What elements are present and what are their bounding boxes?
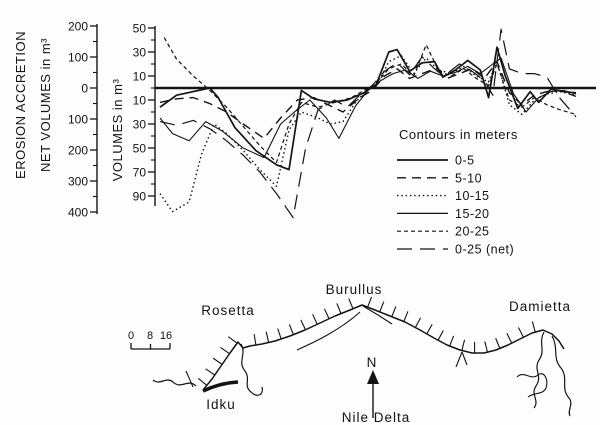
left-axis-title-line2: NET VOLUMES in m³ — [38, 38, 53, 172]
idku-lake-line — [152, 379, 197, 387]
label-nile-delta: Nile Delta — [342, 410, 411, 425]
left-axis-tick-label: 100 — [68, 51, 88, 65]
left-axis-tick-label: 200 — [68, 144, 88, 158]
north-arrow: N — [367, 355, 379, 418]
volume-axis-tick-label: 70 — [133, 166, 147, 180]
coast-hatch-mark — [205, 368, 216, 376]
coast-hatch-mark — [348, 298, 354, 309]
scale-bar-line — [130, 343, 171, 350]
damietta-lake-line — [516, 373, 548, 398]
coast-hatch-mark — [288, 324, 294, 335]
legend-item-label: 15-20 — [455, 207, 489, 221]
left-axis-tick-label: 100 — [68, 113, 88, 127]
coast-hatch-mark — [227, 336, 238, 344]
burullus-inlet-line — [362, 305, 393, 325]
coast-hatch-mark — [495, 338, 501, 349]
idku-lake-tick — [185, 370, 194, 388]
coast-hatch-mark — [414, 317, 422, 328]
coast-hatch-mark — [265, 331, 270, 343]
damietta-nile-branch-2 — [551, 335, 572, 417]
series-line-0-25-net- — [159, 28, 577, 219]
coast-fork-line — [455, 351, 468, 368]
left-axis: 200 100 0 100 200 300 400 — [68, 20, 98, 220]
damietta-nile-branch-1 — [533, 331, 545, 409]
left-axis-tick-label: 200 — [68, 20, 88, 34]
volume-axis-tick-label: 30 — [133, 118, 147, 132]
nile-delta-map: Rosetta Burullus Damietta Idku Nile Delt… — [128, 282, 572, 425]
coast-hatch-mark — [336, 303, 342, 314]
legend-items: 0-5 5-10 10-15 15-20 20-25 0-25 (net) — [397, 154, 514, 257]
coast-hatch-mark — [531, 321, 536, 333]
idku-beach-line — [202, 380, 239, 393]
legend-item-label: 10-15 — [455, 189, 489, 203]
scale-label-16: 16 — [160, 330, 172, 342]
coast-hatch-mark — [197, 377, 208, 386]
volume-axis: 50 30 10 10 30 50 70 90 — [133, 22, 156, 206]
left-axis-tick-label: 0 — [81, 82, 88, 96]
coast-hatch-mark — [300, 319, 306, 331]
north-label: N — [367, 355, 378, 370]
left-axis-tick-label: 400 — [68, 206, 88, 220]
coast-hatch-mark — [220, 346, 230, 355]
legend-item-label: 0-25 (net) — [455, 243, 514, 257]
coast-hatch-mark — [461, 339, 466, 351]
burullus-lagoon-line — [296, 311, 361, 351]
volume-axis-tick-label: 50 — [133, 22, 147, 36]
coast-hatch-mark — [277, 328, 282, 340]
series-line-15-20 — [159, 57, 577, 159]
volume-axis-tick-label: 10 — [133, 70, 147, 84]
legend-item-label: 0-5 — [455, 154, 475, 168]
legend-item-label: 5-10 — [455, 171, 482, 185]
scale-label-0: 0 — [128, 330, 134, 342]
coastline — [197, 296, 565, 391]
series-line-0-5 — [159, 46, 577, 171]
coast-hatch-mark — [323, 308, 330, 320]
series-line-20-25 — [163, 37, 577, 163]
coast-hatch-mark — [379, 301, 385, 313]
left-axis-title-line1: EROSION ACCRETION — [13, 31, 28, 179]
volume-axis-tick-label: 50 — [133, 142, 147, 156]
coast-hatch-mark — [391, 306, 397, 317]
coast-hatch-mark — [212, 357, 223, 365]
coast-hatch-mark — [449, 335, 455, 347]
coast-hatch-mark — [312, 314, 318, 325]
legend-item-label: 20-25 — [455, 225, 489, 239]
series-lines — [159, 28, 577, 219]
left-axis-tick-label: 300 — [68, 175, 88, 189]
series-line-5-10 — [159, 60, 577, 140]
volume-axis-title: VOLUMES in m³ — [110, 79, 125, 182]
legend-title: Contours in meters — [399, 127, 518, 142]
coastline-path — [202, 304, 565, 391]
north-arrow-head — [367, 370, 379, 384]
coast-hatch-mark — [437, 330, 444, 341]
volume-chart: EROSION ACCRETION NET VOLUMES in m³ VOLU… — [13, 20, 596, 257]
legend: Contours in meters 0-5 5-10 10-15 15-20 20-2… — [397, 127, 518, 257]
volume-axis-tick-label: 30 — [133, 46, 147, 60]
volume-axis-tick-label: 10 — [133, 94, 147, 108]
label-damietta: Damietta — [509, 299, 571, 314]
label-idku: Idku — [206, 397, 236, 412]
label-burullus: Burullus — [326, 282, 383, 297]
coast-hatch-mark — [517, 327, 524, 338]
scale-bar: 0 8 16 — [128, 330, 172, 350]
rosetta-nile-branch — [240, 343, 263, 396]
volume-axis-tick-label: 90 — [133, 190, 147, 204]
label-rosetta: Rosetta — [201, 303, 255, 318]
coast-hatch-mark — [484, 341, 489, 353]
coast-hatch-mark — [506, 333, 513, 344]
coast-hatch-mark — [253, 334, 257, 346]
coast-hatch-mark — [403, 311, 409, 322]
scale-label-8: 8 — [147, 330, 153, 342]
coast-hatch-mark — [426, 324, 433, 335]
coast-hatch-mark — [367, 296, 373, 308]
